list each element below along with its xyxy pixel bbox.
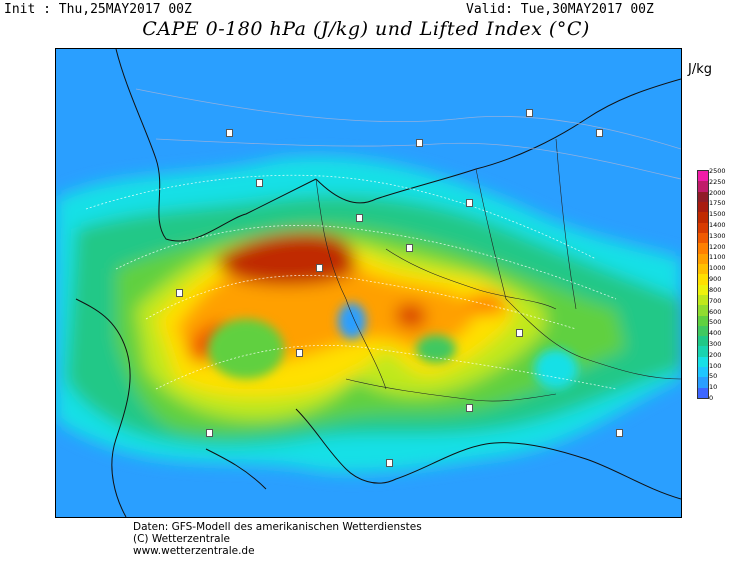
colorbar-segment — [698, 212, 708, 223]
colorbar-segment — [698, 263, 708, 275]
li-marker — [226, 129, 234, 137]
li-marker — [316, 264, 324, 272]
map-title: CAPE 0-180 hPa (J/kg) und Lifted Index (… — [142, 18, 590, 40]
colorbar-tick-label: 0 — [709, 394, 714, 402]
colorbar-segment — [698, 294, 708, 306]
colorbar-tick-label: 1750 — [709, 199, 726, 208]
colorbar-segment — [698, 367, 708, 378]
colorbar-tick-label: 200 — [709, 350, 722, 359]
colorbar-tick-label: 2000 — [709, 188, 726, 197]
colorbar-tick-label: 2500 — [709, 167, 726, 175]
li-marker — [386, 459, 394, 467]
colorbar-tick-label: 300 — [709, 339, 722, 348]
footer-copyright: (C) Wetterzentrale — [133, 533, 230, 545]
colorbar-segment — [698, 325, 708, 337]
valid-time: Valid: Tue,30MAY2017 00Z — [466, 2, 654, 17]
colorbar-tick-label: 1400 — [709, 221, 726, 230]
li-marker — [206, 429, 214, 437]
colorbar-tick-label: 1000 — [709, 264, 726, 273]
colorbar-segment — [698, 243, 708, 254]
colorbar-tick-label: 100 — [709, 361, 722, 370]
li-marker — [466, 199, 474, 207]
colorbar-tick-label: 700 — [709, 296, 722, 305]
colorbar-segment — [698, 387, 708, 398]
colorbar-tick-label: 50 — [709, 372, 718, 381]
unit-label: J/kg — [688, 62, 712, 77]
colorbar-segment — [698, 315, 708, 326]
lifted-index-contours — [85, 174, 617, 390]
colorbar-tick-label: 500 — [709, 318, 722, 327]
colorbar-segment — [698, 274, 708, 285]
footer-credits: Daten: GFS-Modell des amerikanischen Wet… — [133, 521, 422, 557]
li-marker — [406, 244, 414, 252]
cape-map — [55, 48, 682, 518]
colorbar-segment — [698, 181, 708, 192]
colorbar-segment — [698, 356, 708, 368]
li-marker — [416, 139, 424, 147]
li-marker — [526, 109, 534, 117]
upper-contours — [135, 88, 681, 180]
li-marker — [466, 404, 474, 412]
init-time: Init : Thu,25MAY2017 00Z — [4, 2, 192, 17]
li-marker — [176, 289, 184, 297]
coastlines — [75, 49, 681, 517]
colorbar-segment — [698, 284, 708, 295]
colorbar-segment — [698, 305, 708, 316]
li-marker — [356, 214, 364, 222]
colorbar-segment — [698, 202, 708, 213]
colorbar-tick-label: 900 — [709, 275, 722, 284]
colorbar-segment — [698, 336, 708, 347]
li-marker — [296, 349, 304, 357]
cape-colorbar — [697, 170, 709, 399]
colorbar-segment — [698, 191, 708, 203]
colorbar-tick-label: 2250 — [709, 177, 726, 186]
li-marker — [516, 329, 524, 337]
footer-website[interactable]: www.wetterzentrale.de — [133, 545, 255, 557]
colorbar-tick-label: 800 — [709, 285, 722, 294]
colorbar-tick-label: 1100 — [709, 253, 726, 262]
colorbar-tick-label: 600 — [709, 307, 722, 316]
footer-data-source: Daten: GFS-Modell des amerikanischen Wet… — [133, 521, 422, 533]
colorbar-tick-label: 1500 — [709, 210, 726, 219]
colorbar-tick-label: 1300 — [709, 231, 726, 240]
colorbar-segment — [698, 346, 708, 357]
li-marker — [596, 129, 604, 137]
colorbar-segment — [698, 171, 708, 182]
colorbar-segment — [698, 233, 708, 244]
li-marker — [256, 179, 264, 187]
colorbar-tick-label: 10 — [709, 383, 718, 392]
colorbar-labels: 0 10 50 100 200 300 400 500 600 700 800 900 1000 1100… — [709, 166, 732, 402]
li-marker — [616, 429, 624, 437]
cape-map-svg — [56, 49, 681, 517]
colorbar-segment — [698, 377, 708, 388]
colorbar-segment — [698, 222, 708, 233]
country-borders — [315, 138, 681, 402]
colorbar-tick-label: 400 — [709, 329, 722, 338]
colorbar-tick-label: 1200 — [709, 242, 726, 251]
colorbar-segment — [698, 253, 708, 264]
